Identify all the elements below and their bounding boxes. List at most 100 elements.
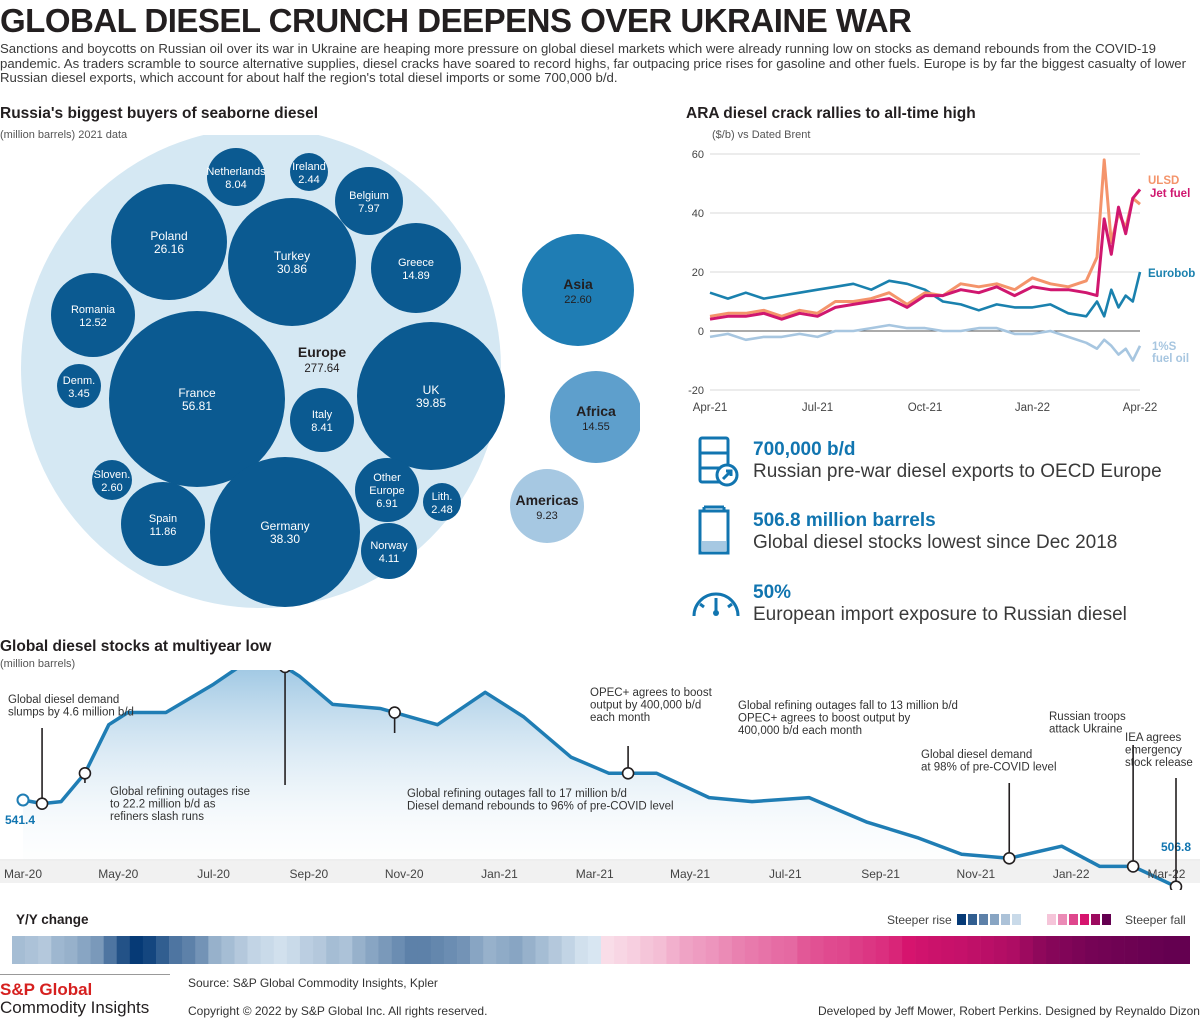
legend-swatch xyxy=(1047,914,1056,925)
heatmap-cell xyxy=(77,936,91,964)
heatmap-cell xyxy=(993,936,1008,964)
heatmap-cell xyxy=(404,936,419,964)
bubble-value: 26.16 xyxy=(154,242,184,256)
annotation-text: Russian troops xyxy=(1049,711,1126,723)
heatmap-cell xyxy=(980,936,994,964)
country-bubble xyxy=(228,198,356,326)
bubble-label: Poland xyxy=(150,229,187,243)
copyright-text: Copyright © 2022 by S&P Global Inc. All … xyxy=(188,1004,488,1018)
line-chart-title: ARA diesel crack rallies to all-time hig… xyxy=(686,105,976,122)
region-value: 14.55 xyxy=(582,421,610,433)
bubble-value: 2.48 xyxy=(431,504,452,516)
heatmap-cell xyxy=(705,936,720,964)
heatmap-cell xyxy=(378,936,392,964)
country-bubble xyxy=(361,523,417,579)
x-tick-label: Apr-22 xyxy=(1123,402,1158,414)
heatmap-cell xyxy=(928,936,942,964)
legend-rise-label: Steeper rise xyxy=(887,913,952,927)
heatmap-cell xyxy=(1137,936,1152,964)
heatmap-cell xyxy=(627,936,641,964)
commodity-insights-logo: Commodity Insights xyxy=(0,998,150,1017)
country-bubble xyxy=(371,223,461,313)
x-tick-label: Oct-21 xyxy=(908,402,943,414)
heatmap-cell xyxy=(797,936,811,964)
heatmap-cell xyxy=(941,936,955,964)
series-label: 1%S xyxy=(1152,341,1177,353)
heatmap-cell xyxy=(509,936,523,964)
bubble-value: 2.60 xyxy=(101,482,122,494)
bubble-chart-title: Russia's biggest buyers of seaborne dies… xyxy=(0,105,319,122)
tank-icon xyxy=(698,505,730,555)
heatmap-cell xyxy=(195,936,209,964)
y-tick-label: 60 xyxy=(692,149,704,161)
heatmap-cell xyxy=(810,936,824,964)
bubble-label: Turkey xyxy=(274,249,310,263)
bubble-chart-unit: (million barrels) 2021 data xyxy=(0,129,128,141)
legend-swatch xyxy=(968,914,977,925)
heatmap-cell xyxy=(273,936,288,964)
kpi-figure: 50% xyxy=(753,582,792,603)
bubble-label: UK xyxy=(423,383,440,397)
series-line xyxy=(709,271,1142,318)
region-label: Americas xyxy=(515,492,578,508)
heatmap-cell xyxy=(758,936,772,964)
bubble-label: Italy xyxy=(312,409,333,421)
bubble-value: 11.86 xyxy=(150,526,177,538)
annotation-text: OPEC+ agrees to boost xyxy=(590,687,713,699)
bubble-value: 3.45 xyxy=(68,388,89,400)
x-tick-label: May-21 xyxy=(670,867,710,881)
x-tick-label: Jan-21 xyxy=(481,867,518,881)
bubble-value: 8.41 xyxy=(311,422,332,434)
heatmap-cell xyxy=(430,936,445,964)
country-bubble xyxy=(290,153,328,191)
start-point xyxy=(16,793,30,807)
annotation-text: refiners slash runs xyxy=(110,811,204,823)
bubble-value: 38.30 xyxy=(270,532,300,546)
annotation-text: attack Ukraine xyxy=(1049,724,1123,736)
credits-text: Developed by Jeff Mower, Robert Perkins.… xyxy=(818,1004,1200,1018)
heatmap-cell xyxy=(823,936,837,964)
heatmap-cell xyxy=(888,936,903,964)
heatmap-cell xyxy=(313,936,327,964)
annotation-marker xyxy=(388,706,401,719)
annotation-text: Global diesel demand xyxy=(8,694,119,706)
bubble-value: 4.11 xyxy=(379,553,400,565)
legend-swatch xyxy=(979,914,988,925)
annotation-text: 400,000 b/d each month xyxy=(738,725,862,737)
bubble-label: Denm. xyxy=(63,375,95,387)
kpi-figure: 700,000 b/d xyxy=(753,439,856,460)
heatmap-cell xyxy=(614,936,628,964)
x-tick-label: Jul-21 xyxy=(769,867,802,881)
heatmap-cell xyxy=(221,936,235,964)
europe-value: 277.64 xyxy=(304,363,340,375)
europe-label: Europe xyxy=(298,344,346,360)
heatmap-cell xyxy=(1163,936,1178,964)
bubble-label: Other xyxy=(373,472,401,484)
annotation-text: Global diesel demand xyxy=(921,749,1032,761)
annotation-text: Global refining outages fall to 17 milli… xyxy=(407,788,627,800)
yoy-heatmap xyxy=(12,936,1190,964)
country-bubble xyxy=(109,311,285,487)
region-value: 9.23 xyxy=(536,510,557,522)
country-bubble xyxy=(355,458,419,522)
bubble-value: 14.89 xyxy=(402,270,430,282)
heatmap-cell xyxy=(535,936,549,964)
x-tick-label: Jul-20 xyxy=(197,867,230,881)
heatmap-cell xyxy=(1176,936,1190,964)
heatmap-cell xyxy=(247,936,261,964)
heatmap-cell xyxy=(915,936,929,964)
kpi-desc: Global diesel stocks lowest since Dec 20… xyxy=(753,532,1118,553)
legend-swatch xyxy=(1102,914,1111,925)
start-value-label: 541.4 xyxy=(5,813,35,827)
annotation-marker xyxy=(279,670,291,674)
heatmap-cell xyxy=(103,936,118,964)
x-tick-label: Apr-21 xyxy=(693,402,728,414)
legend-swatch xyxy=(1091,914,1100,925)
heatmap-cell xyxy=(587,936,602,964)
annotation-text: stock release xyxy=(1125,757,1193,769)
bubble-label: Germany xyxy=(260,519,309,533)
axis-band xyxy=(0,861,1200,883)
bubble-label: Belgium xyxy=(349,190,389,202)
heatmap-title: Y/Y change xyxy=(16,912,89,927)
region-bubble xyxy=(522,234,634,346)
